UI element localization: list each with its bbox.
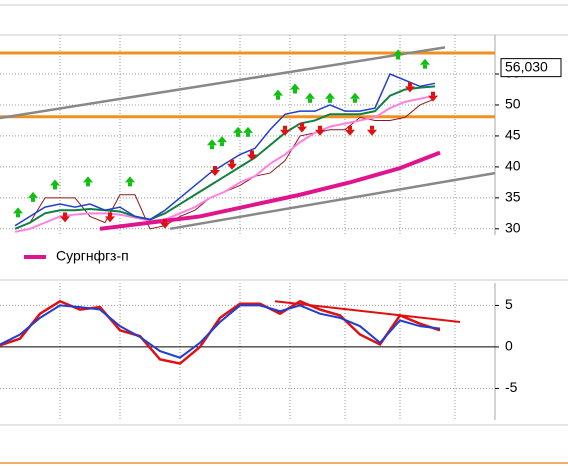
series-line — [14, 73, 436, 227]
signal-marker — [50, 179, 60, 190]
signal-marker — [207, 139, 217, 150]
series-line — [14, 85, 436, 230]
series-line — [169, 171, 496, 231]
signal-marker — [247, 150, 257, 161]
signal-marker — [83, 176, 93, 187]
signal-marker — [350, 92, 360, 103]
signal-marker — [217, 136, 227, 147]
signal-marker — [367, 125, 377, 136]
series-line — [99, 150, 441, 231]
signal-marker — [428, 91, 438, 102]
signal-marker — [243, 126, 253, 137]
signal-marker — [160, 218, 170, 229]
signal-marker — [393, 49, 403, 60]
signal-marker — [13, 207, 23, 218]
signal-marker — [305, 92, 315, 103]
signal-marker — [233, 126, 243, 137]
price-box — [500, 58, 562, 78]
signal-marker — [405, 82, 415, 93]
y-tick-label: 45 — [505, 127, 521, 143]
series-line — [14, 94, 436, 233]
series-line — [0, 304, 441, 359]
signal-marker — [297, 122, 307, 133]
y-tick-label: 50 — [505, 96, 521, 112]
y-tick-label: 35 — [505, 189, 521, 205]
y-tick-label: 30 — [505, 220, 521, 236]
legend-label: Сургнфгз-п — [56, 248, 129, 264]
signal-marker — [125, 176, 135, 187]
signal-marker — [325, 92, 335, 103]
signal-marker — [420, 58, 430, 69]
series-line — [0, 46, 446, 120]
signal-marker — [28, 191, 38, 202]
signal-marker — [105, 212, 115, 223]
signal-marker — [315, 125, 325, 136]
signal-marker — [290, 83, 300, 94]
y-tick-label: 0 — [505, 338, 513, 354]
y-tick-label: 5 — [505, 296, 513, 312]
signal-marker — [273, 89, 283, 100]
price-label: 56,030 — [505, 58, 548, 74]
legend-area — [0, 237, 495, 275]
signal-marker — [280, 125, 290, 136]
signal-marker — [210, 165, 220, 176]
signal-marker — [60, 212, 70, 223]
signal-marker — [345, 125, 355, 136]
y-tick-label: -5 — [505, 379, 518, 395]
signal-marker — [227, 159, 237, 170]
y-tick-label: 40 — [505, 158, 521, 174]
